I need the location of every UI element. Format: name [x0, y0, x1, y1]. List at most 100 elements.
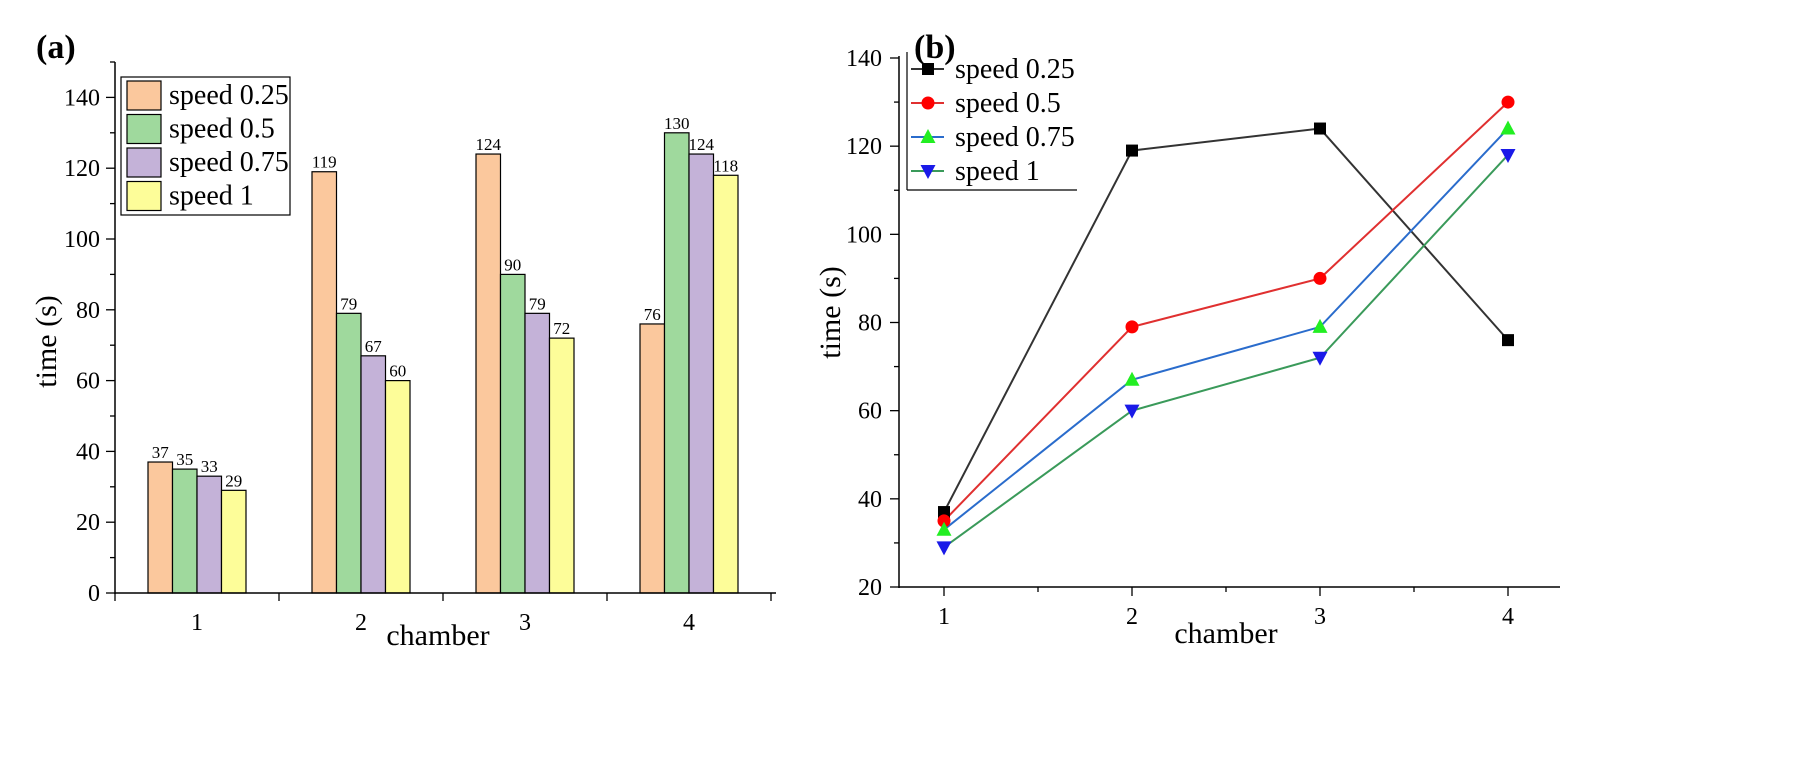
marker: [1502, 334, 1514, 347]
marker: [920, 165, 936, 179]
data-label: 67: [365, 337, 383, 356]
y-tick-label: 80: [858, 311, 882, 337]
marker: [936, 541, 952, 556]
bar: [475, 153, 502, 594]
legend-label: speed 1: [169, 181, 254, 212]
axes: 0 20 40 60 80 100 120 140 1 2 3 4: [64, 61, 776, 636]
legend-swatch: [126, 147, 162, 178]
marker: [1312, 351, 1328, 366]
marker: [1314, 122, 1326, 135]
bar: [524, 312, 551, 594]
y-tick-label: 20: [858, 575, 882, 601]
marker: [1124, 371, 1140, 386]
marker: [937, 514, 951, 528]
bar: [335, 312, 362, 594]
data-label: 90: [504, 255, 521, 274]
bar: [360, 355, 387, 594]
y-tick-label: 100: [64, 227, 100, 253]
x-axis-title: chamber: [386, 619, 489, 652]
data-label: 118: [713, 156, 738, 175]
bar: [384, 380, 411, 594]
marker: [922, 63, 934, 75]
marker: [920, 129, 936, 143]
series-line: [943, 154, 1509, 549]
y-axis-title: time (s): [30, 295, 63, 387]
marker: [1500, 148, 1516, 163]
data-label: 119: [312, 153, 337, 172]
data-label: 76: [644, 305, 661, 324]
legend-swatch: [126, 113, 162, 145]
bar: [147, 461, 174, 594]
y-tick-label: 60: [76, 369, 100, 395]
bar: [688, 153, 715, 594]
bar: [548, 337, 575, 594]
data-label: 72: [553, 319, 570, 338]
data-label-group: 37 119 124 76 35 79 90 130 33 67 79 124 29 60 72 118: [152, 114, 738, 491]
bar: [712, 174, 739, 594]
legend-label: speed 0.5: [955, 88, 1061, 119]
series-markers: [936, 95, 1516, 556]
data-label: 33: [201, 457, 218, 476]
legend-swatch: [126, 180, 162, 212]
legend-label: speed 0.75: [955, 122, 1075, 153]
y-tick-label: 20: [76, 510, 100, 536]
y-tick-label: 140: [64, 85, 100, 111]
y-tick-label: 40: [76, 439, 100, 465]
panel-a-label: (a): [36, 29, 76, 66]
data-label: 124: [476, 135, 502, 154]
x-axis-title: chamber: [1174, 617, 1277, 650]
legend-swatch: [126, 80, 162, 111]
x-tick-label: 1: [938, 604, 950, 630]
legend-label: speed 0.75: [169, 147, 289, 178]
x-tick-label: 3: [1314, 604, 1326, 630]
line-chart-panel: (b) 20 40 60 80 100 120 140 1 2 3 4 chamber time (…: [814, 29, 1560, 650]
bar-chart-panel: (a) 371191247635799013033677912429607211…: [30, 29, 776, 652]
data-label: 130: [664, 114, 690, 133]
data-label: 35: [176, 450, 193, 469]
marker: [1126, 144, 1138, 157]
legend-label: speed 0.25: [169, 80, 289, 111]
series-lines: [943, 101, 1509, 549]
data-label: 29: [225, 471, 242, 490]
bar: [499, 273, 526, 594]
y-tick-label: 140: [846, 46, 882, 72]
legend-label: speed 1: [955, 156, 1040, 187]
x-tick-label: 3: [519, 610, 531, 636]
marker: [1500, 120, 1516, 135]
y-tick-label: 80: [76, 298, 100, 324]
axes: 20 40 60 80 100 120 140 1 2 3 4: [846, 46, 1560, 630]
marker: [921, 96, 935, 110]
x-tick-label: 2: [1126, 604, 1138, 630]
marker: [1124, 404, 1140, 419]
bar: [663, 132, 690, 594]
y-tick-label: 120: [846, 134, 882, 160]
legend-label: speed 0.25: [955, 54, 1075, 85]
marker: [936, 521, 952, 536]
bar: [311, 171, 338, 594]
legend-label: speed 0.5: [169, 114, 275, 145]
x-tick-label: 1: [191, 610, 203, 636]
bar: [171, 468, 198, 594]
bar: [639, 323, 666, 594]
marker: [938, 506, 950, 519]
marker: [1125, 320, 1139, 334]
panel-b-label: (b): [914, 29, 956, 66]
y-tick-label: 100: [846, 222, 882, 248]
series-line: [943, 127, 1509, 531]
y-tick-label: 60: [858, 399, 882, 425]
marker: [1501, 95, 1515, 109]
data-label: 37: [152, 443, 170, 462]
data-label: 60: [389, 362, 406, 381]
marker: [1312, 318, 1328, 333]
x-tick-label: 4: [1502, 604, 1514, 630]
bar: [220, 489, 247, 594]
x-tick-label: 4: [683, 610, 695, 636]
series-line: [943, 101, 1509, 522]
data-label: 124: [689, 135, 715, 154]
x-tick-label: 2: [355, 610, 367, 636]
series-line: [943, 127, 1509, 513]
marker: [1313, 271, 1327, 285]
